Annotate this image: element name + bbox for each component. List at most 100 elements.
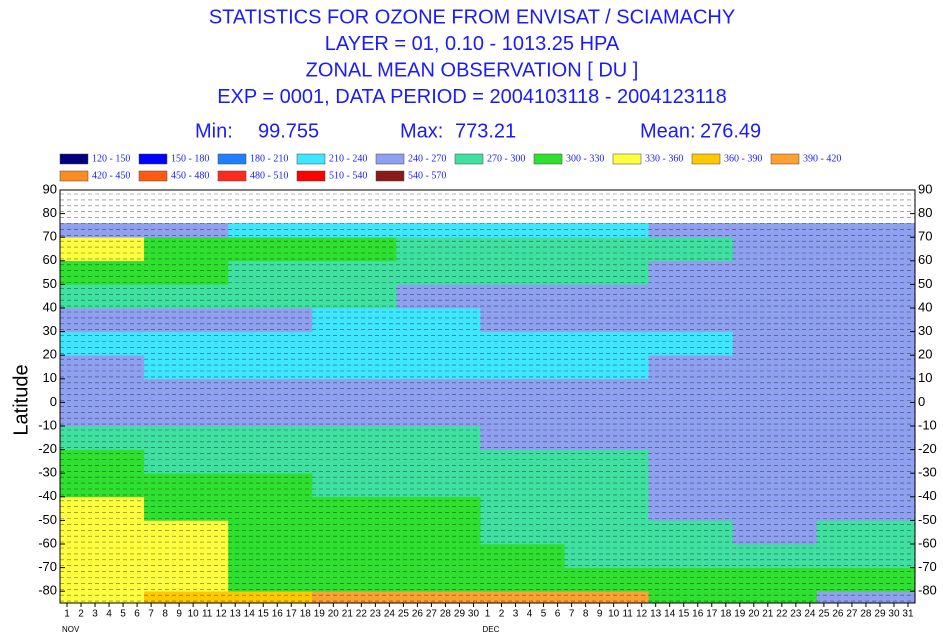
x-tick-label: 11 — [202, 609, 213, 620]
y-tick-label: -20 — [918, 441, 937, 456]
legend-label: 210 - 240 — [329, 153, 367, 164]
legend-swatch — [375, 170, 405, 182]
heat-cell — [816, 331, 916, 356]
y-tick-label: 10 — [918, 370, 932, 385]
x-tick-label: 18 — [300, 609, 312, 620]
y-tick-label: 0 — [50, 394, 57, 409]
heat-cell — [648, 520, 734, 545]
x-tick-label: 7 — [569, 609, 575, 620]
legend-swatch — [454, 153, 484, 165]
y-tick-label: 30 — [918, 323, 932, 338]
stat-label: Max: — [400, 120, 443, 142]
x-tick-label: 5 — [541, 609, 547, 620]
heat-cell — [396, 260, 481, 285]
legend-label: 270 - 300 — [487, 153, 525, 164]
x-tick-label: 22 — [356, 609, 368, 620]
y-tick-label: 0 — [918, 394, 925, 409]
heat-cell — [480, 473, 565, 498]
heat-cell — [816, 402, 916, 427]
x-tick-label: 14 — [244, 609, 256, 620]
legend-swatch — [770, 153, 800, 165]
heat-cell — [480, 284, 565, 309]
heat-cell — [312, 355, 397, 380]
heat-cell — [648, 355, 734, 380]
y-tick-label: 60 — [43, 252, 57, 267]
heat-cell — [312, 567, 397, 592]
heat-cell — [144, 378, 229, 403]
heat-cell — [816, 544, 916, 568]
heat-cell — [312, 237, 397, 262]
legend-swatch — [375, 153, 405, 165]
legend-label: 510 - 540 — [329, 170, 367, 181]
heat-cell — [228, 544, 313, 568]
heat-cell — [60, 237, 145, 262]
legend-label: 300 - 330 — [566, 153, 604, 164]
heat-cell — [144, 591, 229, 604]
heat-cell — [480, 331, 565, 356]
heat-cell — [144, 331, 229, 356]
legend-swatch — [59, 170, 89, 182]
legend-swatch — [138, 153, 168, 165]
heat-cell — [312, 223, 397, 238]
heat-cell — [732, 331, 818, 356]
heat-cell — [144, 223, 229, 238]
x-tick-label: 25 — [818, 609, 830, 620]
heat-cell — [648, 544, 734, 568]
heat-cell — [396, 355, 481, 380]
heat-cell — [816, 567, 916, 592]
heat-cell — [228, 308, 313, 332]
stat-value: 773.21 — [455, 120, 516, 142]
heat-cell — [480, 308, 565, 332]
legend-label: 450 - 480 — [171, 170, 209, 181]
heat-cell — [648, 426, 734, 450]
heat-cell — [816, 308, 916, 332]
heat-cell — [60, 473, 145, 498]
heat-cell — [312, 544, 397, 568]
heat-cell — [732, 449, 818, 474]
legend-label: 360 - 390 — [724, 153, 762, 164]
heat-cell — [396, 496, 481, 521]
heat-cell — [564, 284, 649, 309]
legend-label: 330 - 360 — [645, 153, 683, 164]
heat-cell — [816, 496, 916, 521]
heat-cell — [396, 520, 481, 545]
x-tick-label: 19 — [734, 609, 746, 620]
x-tick-label: 2 — [78, 609, 84, 620]
x-tick-label: 4 — [106, 609, 112, 620]
heat-cell — [228, 237, 313, 262]
heat-cell — [564, 473, 649, 498]
heat-cell — [228, 520, 313, 545]
x-tick-label: 8 — [162, 609, 168, 620]
x-tick-label: 15 — [258, 609, 270, 620]
month-label: NOV — [62, 625, 80, 634]
legend-swatch — [296, 170, 326, 182]
y-tick-label: -40 — [38, 488, 57, 503]
heat-cell — [648, 567, 734, 592]
heat-cell — [396, 223, 481, 238]
heat-cell — [60, 402, 145, 427]
x-tick-label: 1 — [485, 609, 491, 620]
heat-cell — [312, 426, 397, 450]
heat-cell — [648, 223, 734, 238]
heat-cell — [732, 402, 818, 427]
y-tick-label: 50 — [43, 276, 57, 291]
x-tick-label: 28 — [440, 609, 452, 620]
heat-cell — [564, 355, 649, 380]
stat-label: Mean: — [640, 120, 696, 142]
heat-cell — [312, 308, 397, 332]
y-tick-label: 40 — [918, 299, 932, 314]
chart-title: EXP = 0001, DATA PERIOD = 2004103118 - 2… — [217, 86, 727, 108]
x-tick-label: 13 — [230, 609, 242, 620]
heat-cell — [564, 591, 649, 604]
x-tick-label: 29 — [874, 609, 886, 620]
heat-cell — [60, 284, 145, 309]
x-tick-label: 5 — [120, 609, 126, 620]
heat-cell — [816, 260, 916, 285]
x-tick-label: 21 — [762, 609, 774, 620]
heat-cell — [228, 449, 313, 474]
heat-cell — [396, 449, 481, 474]
heat-cell — [228, 378, 313, 403]
x-tick-label: 12 — [636, 609, 648, 620]
heat-cell — [816, 378, 916, 403]
heat-cell — [480, 544, 565, 568]
